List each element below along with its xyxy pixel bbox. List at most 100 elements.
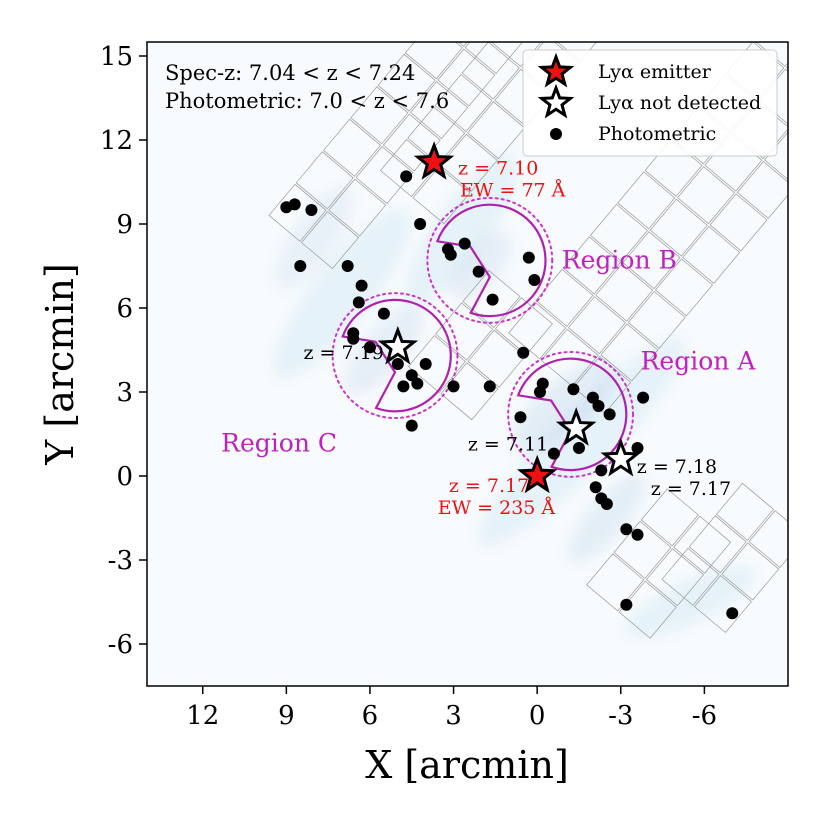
density-blob-1 <box>272 208 412 380</box>
legend-marker-lya-emitter <box>537 52 575 88</box>
region-dotted-circle-1 <box>507 350 635 478</box>
region-outline-2 <box>435 203 547 318</box>
footprint-3-1-1 <box>568 296 626 355</box>
photometric-point <box>595 464 608 477</box>
annotation-redshift: z = 7.11 <box>468 433 548 455</box>
photometric-point <box>528 274 541 286</box>
footprint-0-7-1 <box>493 0 550 41</box>
footprint-3-2-2 <box>627 291 686 349</box>
footprint-5-2-0 <box>716 482 774 541</box>
photometric-point <box>486 293 499 306</box>
x-tick-label: -6 <box>692 701 717 731</box>
photometric-point <box>288 198 301 211</box>
photometric-point <box>517 346 530 359</box>
photometric-point <box>620 523 633 536</box>
y-tick-label: 6 <box>116 294 133 324</box>
footprint-2-0-1 <box>440 362 499 421</box>
photometric-point <box>547 447 560 460</box>
region-outline-3 <box>341 298 452 413</box>
photometric-point <box>444 248 457 261</box>
lya-emitter-star-1 <box>413 141 455 180</box>
footprint-5-1-1 <box>721 542 780 601</box>
footprint-2-1-0 <box>435 302 494 361</box>
annotation-ew: EW = 235 Å <box>438 497 556 519</box>
footprint-5-0-0 <box>661 547 720 606</box>
annotation-redshift: z = 7.10 <box>458 157 538 179</box>
x-tick-label: 3 <box>445 701 462 731</box>
legend-marker-lya-not-detected <box>537 83 575 119</box>
footprint-2-0-0 <box>407 335 466 393</box>
density-blob-6 <box>477 337 687 548</box>
photometric-point <box>377 307 390 320</box>
density-blob-3 <box>344 304 424 396</box>
legend-marker-photometric <box>550 128 562 140</box>
annotation-ew: EW = 77 Å <box>460 179 566 201</box>
legend-label-lya-not-detected: Lyα not detected <box>598 92 761 114</box>
footprint-0-0-0 <box>268 183 327 242</box>
axis-ticks: 12 9 6 3 0 -3 -6 15 12 9 6 3 0 -3 -6 <box>100 42 717 731</box>
photometric-point <box>400 170 413 183</box>
footprint-1-2-0 <box>434 74 493 132</box>
footprint-3-6-2 <box>736 161 788 219</box>
x-tick-label: 0 <box>529 701 546 731</box>
footprint-0-4-1 <box>410 81 469 139</box>
photometric-point <box>514 411 527 424</box>
region-outline-1 <box>516 357 628 472</box>
footprint-3-3-1 <box>622 231 681 290</box>
y-tick-label: 15 <box>100 42 133 72</box>
y-tick-label: 3 <box>116 378 133 408</box>
lya-not-detected-star-3 <box>600 437 642 477</box>
photometric-point <box>458 237 471 250</box>
photometric-point <box>600 498 613 510</box>
region-label-b: Region B <box>562 245 677 274</box>
footprint-1-4-0 <box>490 42 542 67</box>
footprint-0-2-1 <box>355 146 414 204</box>
photometric-point <box>637 391 650 404</box>
footprint-0-1-0 <box>295 151 354 210</box>
photometric-point <box>447 380 460 393</box>
footprint-0-3-0 <box>350 86 409 145</box>
x-tick-label: 12 <box>186 701 219 731</box>
footprint-4-1-1 <box>646 548 704 607</box>
photometric-point <box>589 481 602 494</box>
photometric-point <box>341 260 354 272</box>
x-tick-label: 9 <box>278 701 295 731</box>
footprint-3-5-2 <box>709 193 768 252</box>
density-blob-9 <box>624 565 757 639</box>
footprint-0-6-0 <box>458 42 468 47</box>
note-spec-z: Spec-z: 7.04 < z < 7.24 <box>165 61 415 85</box>
legend-box <box>522 49 778 157</box>
photometric-point <box>363 341 376 354</box>
legend-label-lya-emitter: Lyα emitter <box>598 61 712 83</box>
footprint-3-4-2 <box>682 226 741 284</box>
photometric-point <box>726 607 739 620</box>
footprint-3-2-0 <box>562 236 621 295</box>
y-tick-label: -6 <box>108 630 133 660</box>
footprint-1-5-0 <box>517 0 574 34</box>
footprint-3-5-1 <box>677 166 735 225</box>
footprint-0-5-0 <box>404 42 463 80</box>
footprint-3-9-2 <box>819 64 830 121</box>
photometric-point <box>397 380 410 393</box>
footprint-3-4-0 <box>617 171 676 230</box>
footprint-3-9-1 <box>786 65 788 70</box>
annotation-redshift: z = 7.19 <box>303 342 383 364</box>
footprint-2-2-1 <box>494 297 553 356</box>
footprint-4-2-1 <box>673 515 732 574</box>
y-tick-label: 0 <box>116 462 133 492</box>
lya-emitter-star-2 <box>516 454 558 494</box>
plot-content <box>268 0 830 639</box>
footprint-5-2-1 <box>748 510 788 568</box>
density-blob-7 <box>513 360 617 452</box>
footprint-3-4-1 <box>649 198 708 257</box>
legend-label-photometric: Photometric <box>598 123 716 145</box>
footprint-3-3-2 <box>655 258 713 317</box>
pointing-footprints <box>268 0 830 639</box>
photometric-point <box>305 204 318 216</box>
photometric-point <box>631 442 644 454</box>
footprint-1-3-0 <box>461 42 520 100</box>
lya-not-detected-star-1 <box>377 325 419 365</box>
photometric-point <box>592 400 605 412</box>
